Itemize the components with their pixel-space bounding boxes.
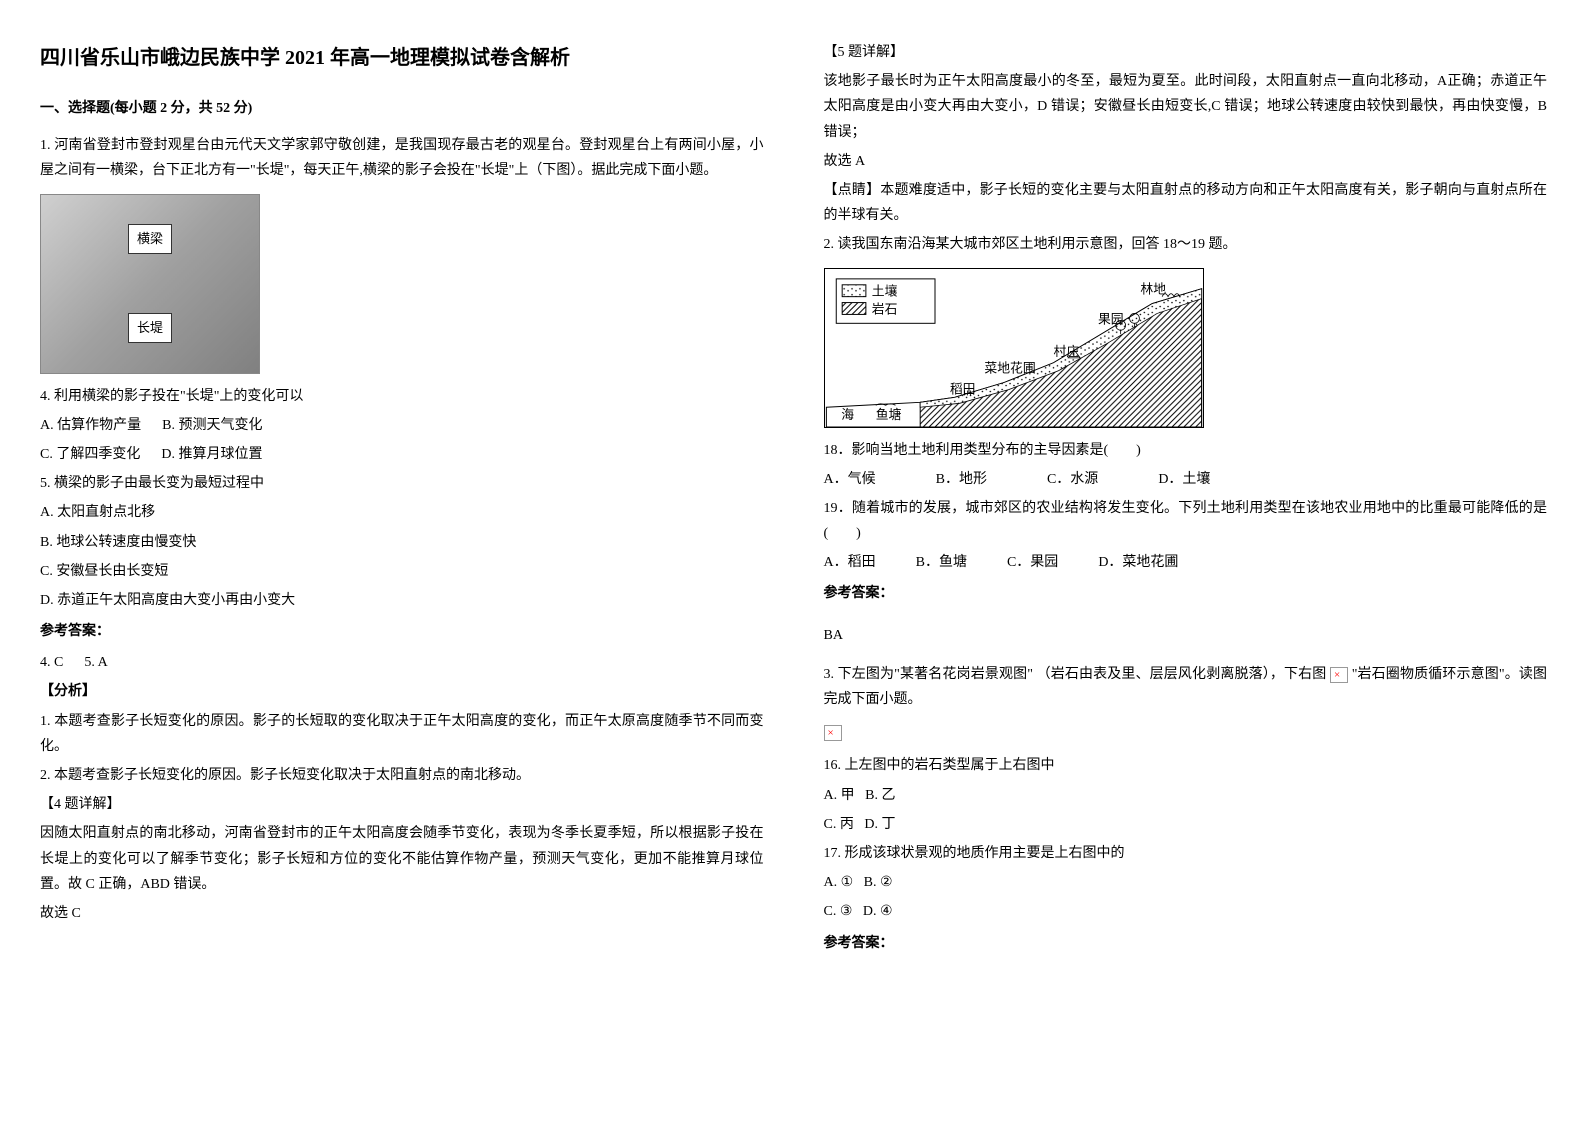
answer-label-2: 参考答案：: [824, 581, 1548, 606]
q4-options-row1: A. 估算作物产量 B. 预测天气变化: [40, 413, 764, 438]
q4-option-b: B. 预测天气变化: [162, 418, 262, 433]
analysis-label: 【分析】: [40, 679, 764, 704]
paddy-label: 稻田: [949, 382, 975, 396]
q5-option-d: D. 赤道正午太阳高度由大变小再由小变大: [40, 588, 764, 613]
q17-option-c: C. ③: [824, 904, 853, 919]
q16-option-c: C. 丙: [824, 817, 854, 832]
q19-option-d: D．菜地花圃: [1098, 550, 1178, 575]
q16-row2: C. 丙 D. 丁: [824, 812, 1548, 837]
image-label-hengliang: 横梁: [128, 224, 172, 253]
q19-stem: 19．随着城市的发展，城市郊区的农业结构将发生变化。下列土地利用类型在该地农业用…: [824, 496, 1548, 546]
q18-option-d: D．土壤: [1158, 467, 1210, 492]
q19-options: A．稻田 B．鱼塘 C．果园 D．菜地花圃: [824, 550, 1548, 575]
q19-option-c: C．果园: [1007, 550, 1058, 575]
q4-options-row2: C. 了解四季变化 D. 推算月球位置: [40, 442, 764, 467]
sea-label: 海: [841, 408, 854, 422]
q17-row2: C. ③ D. ④: [824, 899, 1548, 924]
analysis-1: 1. 本题考查影子长短变化的原因。影子的长短取的变化取决于正午太阳高度的变化，而…: [40, 709, 764, 759]
q4-option-d: D. 推算月球位置: [161, 447, 262, 462]
q5-stem: 5. 横梁的影子由最长变为最短过程中: [40, 471, 764, 496]
q17-stem: 17. 形成该球状景观的地质作用主要是上右图中的: [824, 841, 1548, 866]
q17-row1: A. ① B. ②: [824, 870, 1548, 895]
q18-stem: 18．影响当地土地利用类型分布的主导因素是( ): [824, 438, 1548, 463]
detail4-text: 因随太阳直射点的南北移动，河南省登封市的正午太阳高度会随季节变化，表现为冬季长夏…: [40, 821, 764, 897]
q16-row1: A. 甲 B. 乙: [824, 783, 1548, 808]
analysis-2: 2. 本题考查影子长短变化的原因。影子长短变化取决于太阳直射点的南北移动。: [40, 763, 764, 788]
q16-option-a: A. 甲: [824, 788, 855, 803]
answer-label-3: 参考答案：: [824, 931, 1548, 956]
section-1-header: 一、选择题(每小题 2 分，共 52 分): [40, 96, 764, 121]
broken-image-icon: [824, 725, 842, 741]
q18-option-c: C．水源: [1047, 467, 1098, 492]
q4-stem: 4. 利用横梁的影子投在"长堤"上的变化可以: [40, 384, 764, 409]
veggie-label: 菜地花圃: [984, 360, 1035, 375]
q18-option-a: A．气候: [824, 467, 876, 492]
image-label-changdi: 长堤: [128, 313, 172, 342]
detail5-label: 【5 题详解】: [824, 40, 1548, 65]
detail5-text: 该地影子最长时为正午太阳高度最小的冬至，最短为夏至。此时间段，太阳直射点一直向北…: [824, 69, 1548, 145]
q16-option-d: D. 丁: [864, 817, 895, 832]
answers-1: 4. C 5. A: [40, 650, 764, 675]
page-container: 四川省乐山市峨边民族中学 2021 年高一地理模拟试卷含解析 一、选择题(每小题…: [40, 40, 1547, 962]
q17-option-d: D. ④: [863, 904, 893, 919]
orchard-label: 果园: [1097, 312, 1123, 326]
left-column: 四川省乐山市峨边民族中学 2021 年高一地理模拟试卷含解析 一、选择题(每小题…: [40, 40, 764, 962]
right-column: 【5 题详解】 该地影子最长时为正午太阳高度最小的冬至，最短为夏至。此时间段，太…: [824, 40, 1548, 962]
q17-option-a: A. ①: [824, 875, 854, 890]
q17-option-b: B. ②: [864, 875, 893, 890]
answers-2: BA: [824, 623, 1548, 648]
broken-image-icon-inline: [1330, 667, 1348, 683]
q16-stem: 16. 上左图中的岩石类型属于上右图中: [824, 753, 1548, 778]
detail4-pick: 故选 C: [40, 901, 764, 926]
q2-intro: 2. 读我国东南沿海某大城市郊区土地利用示意图，回答 18～19 题。: [824, 232, 1548, 257]
q18-options: A．气候 B．地形 C．水源 D．土壤: [824, 467, 1548, 492]
land-use-diagram: 土壤 岩石 海 鱼塘 稻田 菜地花圃 村庄 果园 林地: [824, 268, 1204, 428]
forest-label: 林地: [1140, 282, 1166, 296]
tip-text: 【点睛】本题难度适中，影子长短的变化主要与太阳直射点的移动方向和正午太阳高度有关…: [824, 178, 1548, 228]
answer-label-1: 参考答案：: [40, 619, 764, 644]
detail4-label: 【4 题详解】: [40, 792, 764, 817]
q3-intro-part1: 3. 下左图为"某著名花岗岩景观图" （岩石由表及里、层层风化剥离脱落），下右图: [824, 667, 1331, 682]
observatory-image: 横梁 长堤: [40, 194, 260, 374]
broken-image-block: [824, 720, 1548, 745]
q3-intro: 3. 下左图为"某著名花岗岩景观图" （岩石由表及里、层层风化剥离脱落），下右图…: [824, 662, 1548, 712]
q5-option-c: C. 安徽昼长由长变短: [40, 559, 764, 584]
q4-option-c: C. 了解四季变化: [40, 447, 140, 462]
document-title: 四川省乐山市峨边民族中学 2021 年高一地理模拟试卷含解析: [40, 40, 764, 76]
pond-label: 鱼塘: [875, 407, 901, 422]
q19-option-b: B．鱼塘: [916, 550, 967, 575]
q5-option-b: B. 地球公转速度由慢变快: [40, 530, 764, 555]
q18-option-b: B．地形: [936, 467, 987, 492]
legend-rock-text: 岩石: [871, 302, 897, 316]
q19-option-a: A．稻田: [824, 550, 876, 575]
q16-option-b: B. 乙: [865, 788, 895, 803]
q4-option-a: A. 估算作物产量: [40, 418, 141, 433]
detail5-pick: 故选 A: [824, 149, 1548, 174]
q1-intro: 1. 河南省登封市登封观星台由元代天文学家郭守敬创建，是我国现存最古老的观星台。…: [40, 133, 764, 183]
legend-soil-text: 土壤: [871, 283, 897, 298]
q5-option-a: A. 太阳直射点北移: [40, 500, 764, 525]
